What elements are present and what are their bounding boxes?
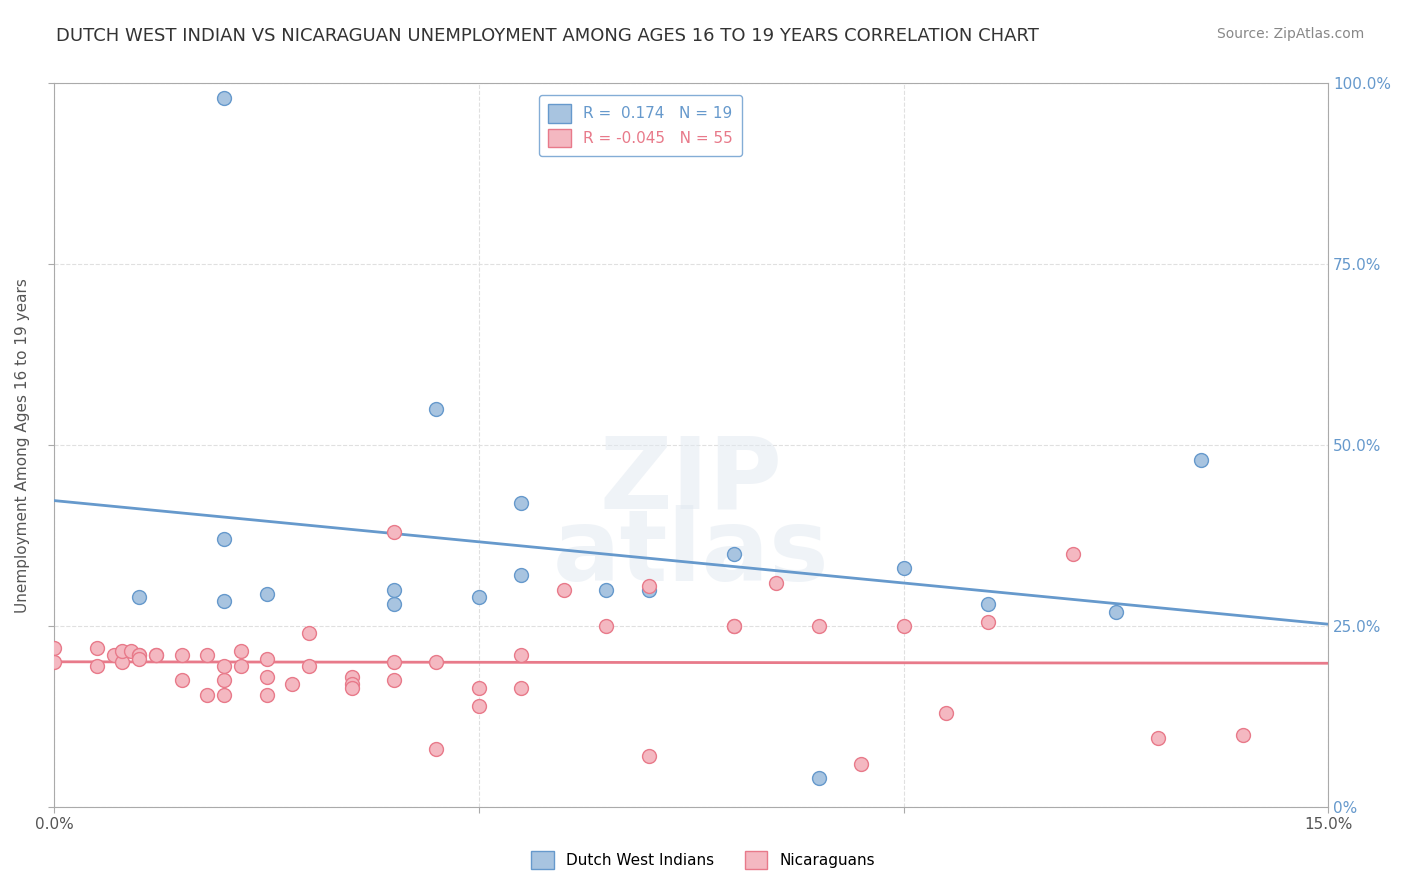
Point: [637, 579, 659, 593]
Point: [298, 626, 321, 640]
Point: [723, 619, 745, 633]
Point: [120, 644, 142, 658]
Point: [468, 681, 491, 695]
Point: [212, 688, 235, 702]
Point: [765, 575, 787, 590]
Point: [170, 673, 193, 688]
Point: [111, 655, 134, 669]
Point: [1105, 605, 1128, 619]
Point: [340, 677, 363, 691]
Point: [170, 648, 193, 662]
Point: [281, 677, 304, 691]
Point: [44, 640, 66, 655]
Point: [128, 651, 150, 665]
Point: [212, 659, 235, 673]
Point: [553, 582, 575, 597]
Point: [340, 681, 363, 695]
Point: [723, 547, 745, 561]
Point: [1189, 452, 1212, 467]
Point: [1147, 731, 1170, 746]
Point: [340, 670, 363, 684]
Point: [256, 651, 278, 665]
Point: [111, 644, 134, 658]
Point: [256, 688, 278, 702]
Point: [212, 91, 235, 105]
Point: [231, 644, 253, 658]
Point: [425, 655, 447, 669]
Point: [86, 659, 108, 673]
Point: [128, 590, 150, 604]
Point: [807, 771, 830, 785]
Point: [195, 648, 218, 662]
Point: [298, 659, 321, 673]
Point: [510, 648, 533, 662]
Legend: R =  0.174   N = 19, R = -0.045   N = 55: R = 0.174 N = 19, R = -0.045 N = 55: [538, 95, 742, 156]
Point: [1232, 728, 1254, 742]
Legend: Dutch West Indians, Nicaraguans: Dutch West Indians, Nicaraguans: [524, 845, 882, 875]
Point: [145, 648, 167, 662]
Point: [510, 496, 533, 510]
Point: [849, 756, 872, 771]
Point: [44, 655, 66, 669]
Point: [212, 673, 235, 688]
Point: [425, 742, 447, 756]
Text: DUTCH WEST INDIAN VS NICARAGUAN UNEMPLOYMENT AMONG AGES 16 TO 19 YEARS CORRELATI: DUTCH WEST INDIAN VS NICARAGUAN UNEMPLOY…: [56, 27, 1039, 45]
Point: [935, 706, 957, 720]
Point: [128, 648, 150, 662]
Point: [977, 598, 1000, 612]
Point: [807, 619, 830, 633]
Point: [510, 568, 533, 582]
Point: [212, 594, 235, 608]
Point: [893, 561, 915, 575]
Point: [382, 524, 405, 539]
Point: [103, 648, 125, 662]
Point: [231, 659, 253, 673]
Point: [195, 688, 218, 702]
Y-axis label: Unemployment Among Ages 16 to 19 years: Unemployment Among Ages 16 to 19 years: [15, 277, 30, 613]
Point: [977, 615, 1000, 630]
Point: [382, 673, 405, 688]
Point: [382, 598, 405, 612]
Point: [382, 655, 405, 669]
Point: [595, 582, 617, 597]
Point: [425, 402, 447, 417]
Point: [1062, 547, 1084, 561]
Point: [595, 619, 617, 633]
Point: [212, 533, 235, 547]
Point: [128, 648, 150, 662]
Text: atlas: atlas: [553, 505, 830, 602]
Point: [382, 582, 405, 597]
Point: [468, 590, 491, 604]
Point: [893, 619, 915, 633]
Point: [256, 670, 278, 684]
Point: [637, 749, 659, 764]
Point: [86, 640, 108, 655]
Point: [510, 681, 533, 695]
Text: Source: ZipAtlas.com: Source: ZipAtlas.com: [1216, 27, 1364, 41]
Point: [145, 648, 167, 662]
Point: [637, 582, 659, 597]
Text: ZIP: ZIP: [600, 433, 783, 530]
Point: [723, 619, 745, 633]
Point: [256, 586, 278, 600]
Point: [468, 698, 491, 713]
